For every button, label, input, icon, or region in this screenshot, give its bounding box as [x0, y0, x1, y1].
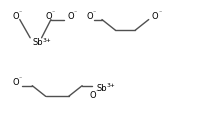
Text: ⁻: ⁻: [96, 90, 99, 95]
Text: 3+: 3+: [107, 83, 115, 88]
Text: ⁻: ⁻: [19, 78, 22, 83]
Text: O: O: [89, 91, 96, 100]
Text: O: O: [12, 78, 19, 87]
Text: ⁻: ⁻: [74, 12, 77, 17]
Text: O: O: [152, 12, 158, 21]
Text: O: O: [12, 12, 19, 21]
Text: O: O: [68, 12, 74, 21]
Text: 3+: 3+: [42, 38, 51, 43]
Text: ⁻: ⁻: [158, 12, 161, 17]
Text: ⁻: ⁻: [19, 12, 22, 17]
Text: ⁻: ⁻: [93, 12, 96, 17]
Text: O: O: [86, 12, 93, 21]
Text: Sb: Sb: [97, 84, 107, 93]
Text: ⁻: ⁻: [52, 12, 55, 17]
Text: Sb: Sb: [32, 38, 43, 47]
Text: O: O: [46, 12, 52, 21]
